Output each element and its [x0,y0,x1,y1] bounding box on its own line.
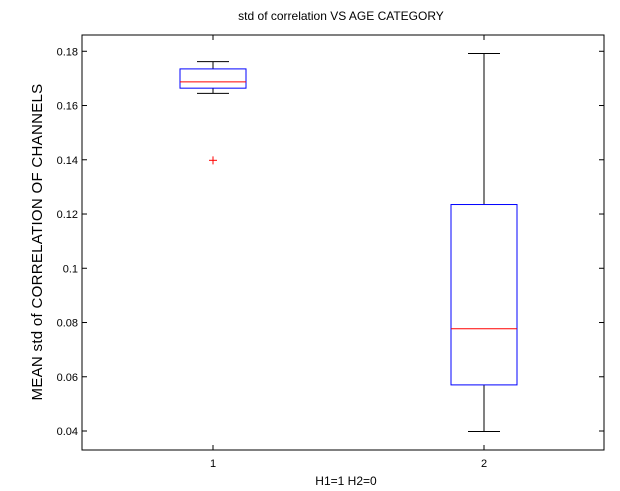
y-tick-label: 0.14 [57,155,78,167]
y-tick-label: 0.08 [57,318,78,330]
boxes-group [179,52,518,433]
box-2 [450,52,518,433]
box-1 [179,61,247,165]
y-axis-label: MEAN std of CORRELATION OF CHANNELS [29,84,46,401]
outlier-marker [209,156,217,165]
iqr-box [179,68,247,89]
y-axis: 0.04 0.06 0.08 0.1 0.12 0.14 0.16 0.18 [57,46,604,438]
y-tick-label: 0.1 [63,263,78,275]
x-tick-label: 1 [210,458,216,470]
y-tick-label: 0.06 [57,372,78,384]
y-tick-label: 0.16 [57,101,78,113]
plot-frame [81,34,605,451]
chart-title: std of correlation VS AGE CATEGORY [238,9,444,23]
iqr-box [450,204,518,386]
y-tick-label: 0.12 [57,209,78,221]
y-tick-label: 0.04 [57,426,78,438]
y-tick-label: 0.18 [57,46,78,58]
x-axis-label: H1=1 H2=0 [315,474,377,488]
x-tick-label: 2 [481,458,487,470]
